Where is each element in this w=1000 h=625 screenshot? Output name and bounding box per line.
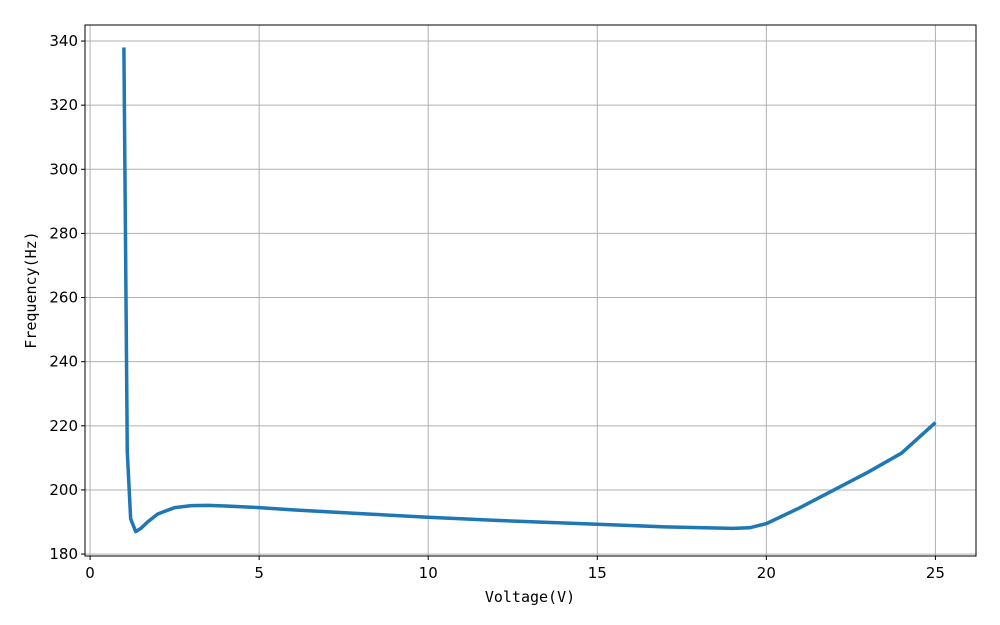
y-tick-label: 280 [49,224,78,242]
y-tick-label: 240 [49,353,78,371]
y-tick-label: 300 [49,160,78,178]
y-tick-label: 340 [49,32,78,50]
plot-frame [84,24,977,557]
x-tick-label: 25 [926,564,945,582]
data-line [122,47,937,534]
y-tick-label: 260 [49,289,78,307]
y-tick-label: 220 [49,417,78,435]
x-tick-label: 10 [419,564,438,582]
y-tick-label: 180 [49,545,78,563]
x-tick-label: 15 [588,564,607,582]
y-tick-label: 320 [49,96,78,114]
x-tick-label: 20 [757,564,776,582]
x-tick-label: 5 [254,564,264,582]
x-tick-label: 0 [85,564,95,582]
x-axis-label: Voltage(V) [485,588,575,606]
y-tick-label: 200 [49,481,78,499]
y-axis-label: Frequency(Hz) [22,231,40,348]
